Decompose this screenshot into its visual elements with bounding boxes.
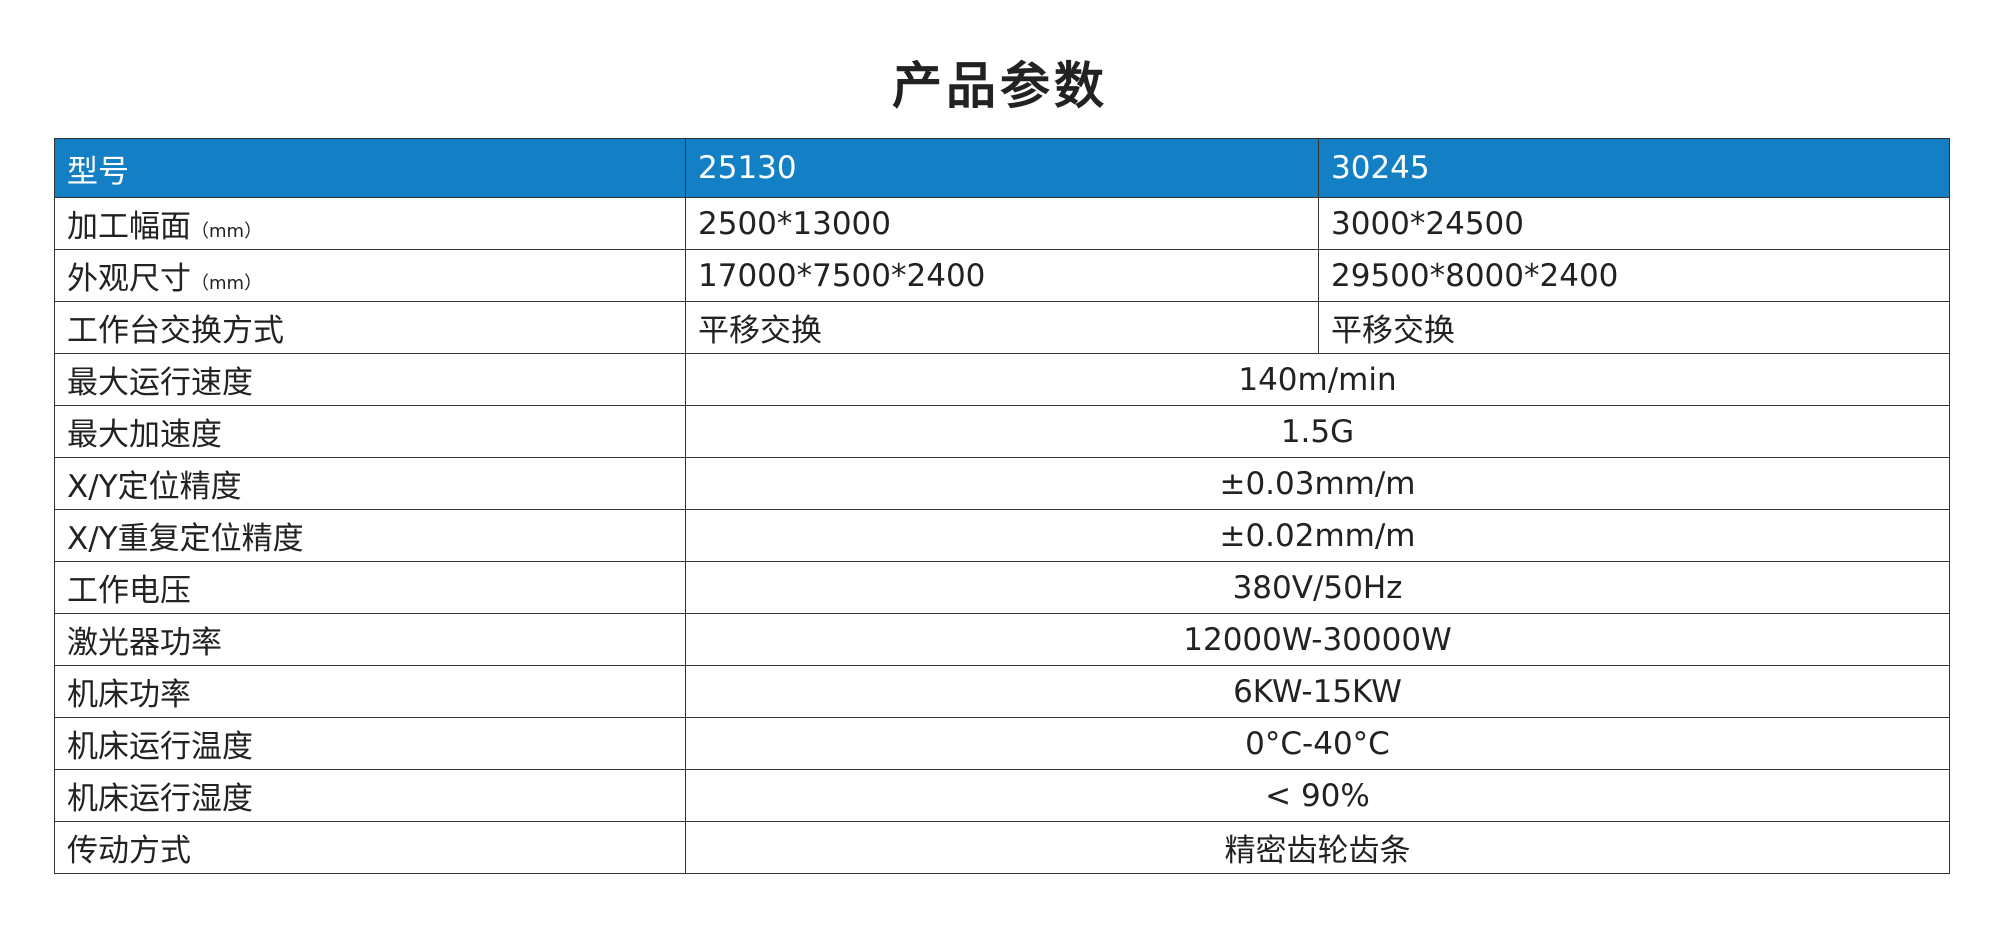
- row-label-text: 机床运行湿度: [67, 781, 253, 817]
- row-label: 最大运行速度: [54, 353, 686, 406]
- table-row: 工作台交换方式 平移交换 平移交换: [54, 301, 1950, 354]
- row-value-shared: 1.5G: [685, 405, 1950, 458]
- row-label: 外观尺寸（mm）: [54, 249, 686, 302]
- table-row: 外观尺寸（mm） 17000*7500*2400 29500*8000*2400: [54, 249, 1950, 302]
- table-row: 最大加速度 1.5G: [54, 405, 1950, 458]
- row-label: 机床功率: [54, 665, 686, 718]
- row-label: X/Y定位精度: [54, 457, 686, 510]
- row-label-text: 加工幅面: [67, 209, 191, 245]
- row-value: 平移交换: [1318, 301, 1950, 354]
- header-cell-30245: 30245: [1318, 138, 1950, 198]
- table-row: 机床运行温度 0°C-40°C: [54, 717, 1950, 770]
- row-unit: （mm）: [191, 273, 263, 294]
- row-value-shared: 12000W-30000W: [685, 613, 1950, 666]
- table-row: 传动方式 精密齿轮齿条: [54, 821, 1950, 874]
- page-title: 产品参数: [892, 57, 1108, 115]
- row-label: 工作台交换方式: [54, 301, 686, 354]
- row-label-text: 工作台交换方式: [67, 313, 284, 349]
- row-label: 机床运行湿度: [54, 769, 686, 822]
- row-value: 3000*24500: [1318, 197, 1950, 250]
- row-label: 加工幅面（mm）: [54, 197, 686, 250]
- table-row: 工作电压 380V/50Hz: [54, 561, 1950, 614]
- row-value-shared: ±0.02mm/m: [685, 509, 1950, 562]
- table-row: X/Y重复定位精度 ±0.02mm/m: [54, 509, 1950, 562]
- header-cell-model: 型号: [54, 138, 686, 198]
- row-label: 工作电压: [54, 561, 686, 614]
- row-unit: （mm）: [191, 221, 263, 242]
- row-label: 机床运行温度: [54, 717, 686, 770]
- row-label: X/Y重复定位精度: [54, 509, 686, 562]
- row-label-text: 工作电压: [67, 573, 191, 609]
- table-row: 机床运行湿度 < 90%: [54, 769, 1950, 822]
- row-label-text: X/Y重复定位精度: [67, 521, 304, 557]
- row-label: 传动方式: [54, 821, 686, 874]
- row-label-text: 传动方式: [67, 833, 191, 869]
- row-value: 29500*8000*2400: [1318, 249, 1950, 302]
- row-value-shared: 140m/min: [685, 353, 1950, 406]
- row-label-text: 最大运行速度: [67, 365, 253, 401]
- table-row: 加工幅面（mm） 2500*13000 3000*24500: [54, 197, 1950, 250]
- product-parameters-table: 型号 25130 30245 加工幅面（mm） 2500*13000 3000*24…: [54, 138, 1950, 874]
- row-value: 平移交换: [685, 301, 1319, 354]
- row-value-shared: < 90%: [685, 769, 1950, 822]
- row-value-shared: 6KW-15KW: [685, 665, 1950, 718]
- table-row: X/Y定位精度 ±0.03mm/m: [54, 457, 1950, 510]
- row-value-shared: 0°C-40°C: [685, 717, 1950, 770]
- row-label-text: 外观尺寸: [67, 261, 191, 297]
- row-label: 最大加速度: [54, 405, 686, 458]
- row-label-text: 机床功率: [67, 677, 191, 713]
- row-label: 激光器功率: [54, 613, 686, 666]
- row-value-shared: ±0.03mm/m: [685, 457, 1950, 510]
- row-label-text: 激光器功率: [67, 625, 222, 661]
- header-cell-25130: 25130: [685, 138, 1319, 198]
- table-header-row: 型号 25130 30245: [54, 138, 1950, 198]
- table-row: 机床功率 6KW-15KW: [54, 665, 1950, 718]
- table-row: 最大运行速度 140m/min: [54, 353, 1950, 406]
- row-value-shared: 380V/50Hz: [685, 561, 1950, 614]
- row-value: 2500*13000: [685, 197, 1319, 250]
- row-label-text: 机床运行温度: [67, 729, 253, 765]
- table-row: 激光器功率 12000W-30000W: [54, 613, 1950, 666]
- row-label-text: 最大加速度: [67, 417, 222, 453]
- row-value: 17000*7500*2400: [685, 249, 1319, 302]
- row-label-text: X/Y定位精度: [67, 469, 242, 505]
- row-value-shared: 精密齿轮齿条: [685, 821, 1950, 874]
